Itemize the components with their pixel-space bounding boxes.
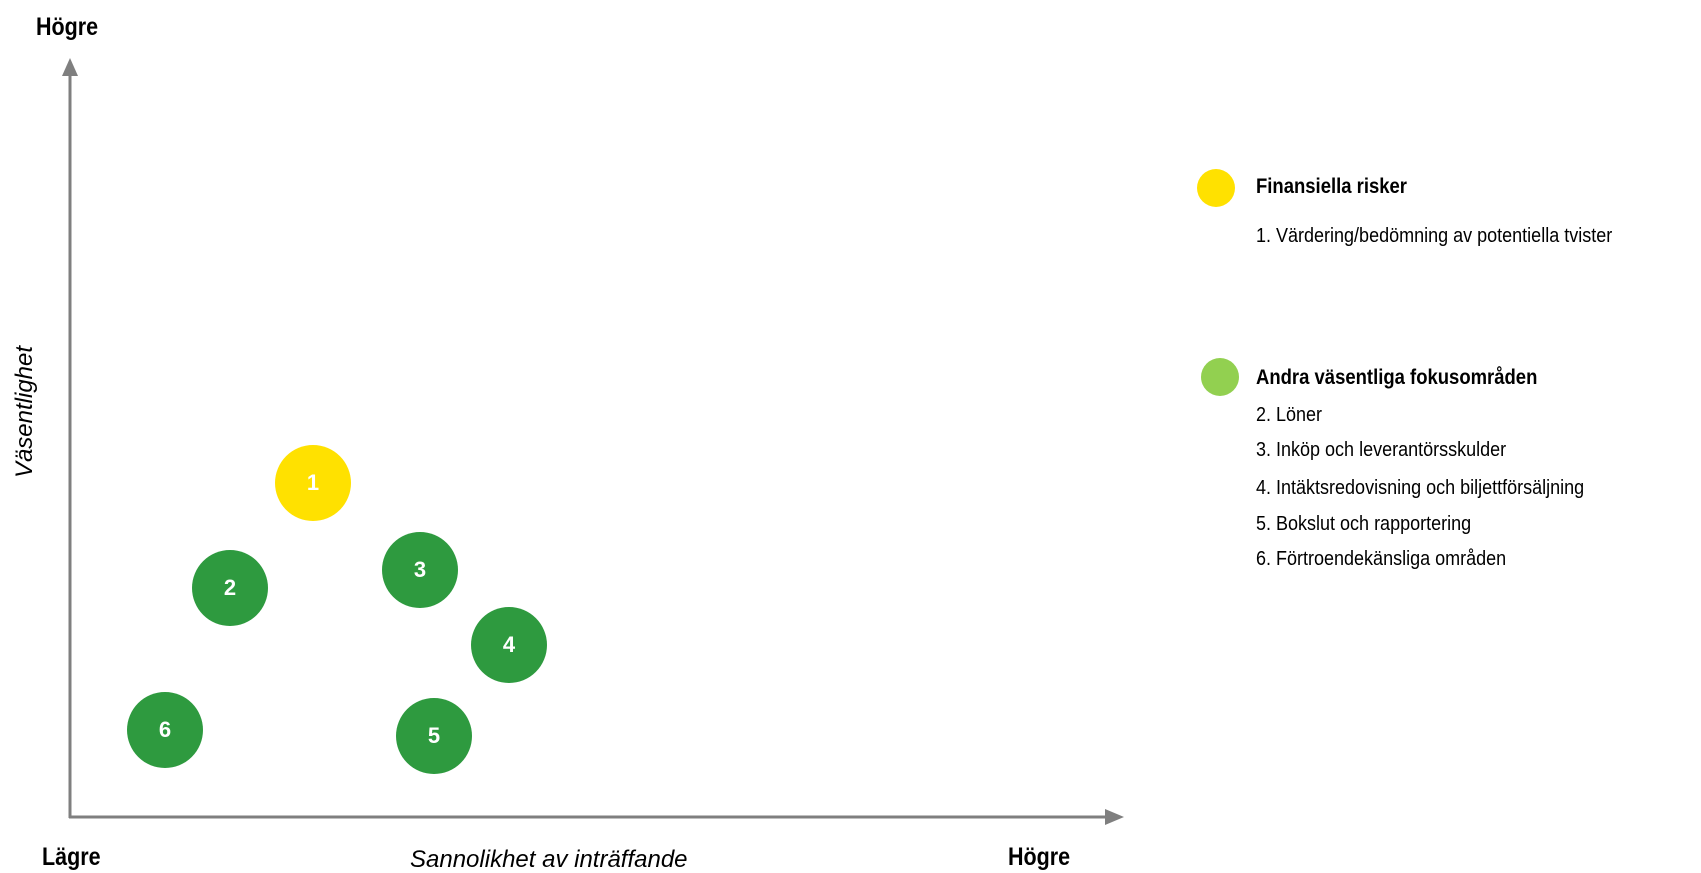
legend-item-1: 1. Värdering/bedömning av potentiella tv… <box>1256 225 1613 247</box>
risk-bubble-5: 5 <box>396 698 472 774</box>
x-axis-arrowhead <box>1105 809 1124 825</box>
risk-bubble-4: 4 <box>471 607 547 683</box>
y-axis-high-label: Högre <box>36 13 99 41</box>
x-axis-high-label: Högre <box>1008 843 1071 871</box>
risk-bubble-3: 3 <box>382 532 458 608</box>
legend-item-4: 4. Intäktsredovisning och biljettförsälj… <box>1256 477 1585 499</box>
risk-bubble-1: 1 <box>275 445 351 521</box>
y-axis-arrowhead <box>62 58 78 76</box>
legend-title-andra: Andra väsentliga fokusområden <box>1256 366 1538 389</box>
risk-bubble-2: 2 <box>192 550 268 626</box>
legend-dot-finansiella <box>1197 169 1235 207</box>
y-axis-title: Väsentlighet <box>11 345 38 479</box>
risk-bubble-6: 6 <box>127 692 203 768</box>
legend-item-6: 6. Förtroendekänsliga områden <box>1256 548 1507 570</box>
legend-title-finansiella: Finansiella risker <box>1256 175 1408 198</box>
x-axis-low-label: Lägre <box>42 843 101 871</box>
x-axis-title: Sannolikhet av inträffande <box>410 846 688 873</box>
legend-item-3: 3. Inköp och leverantörsskulder <box>1256 439 1507 461</box>
legend-dot-andra <box>1201 358 1239 396</box>
legend-item-2: 2. Löner <box>1256 404 1323 426</box>
legend-item-5: 5. Bokslut och rapportering <box>1256 513 1472 535</box>
